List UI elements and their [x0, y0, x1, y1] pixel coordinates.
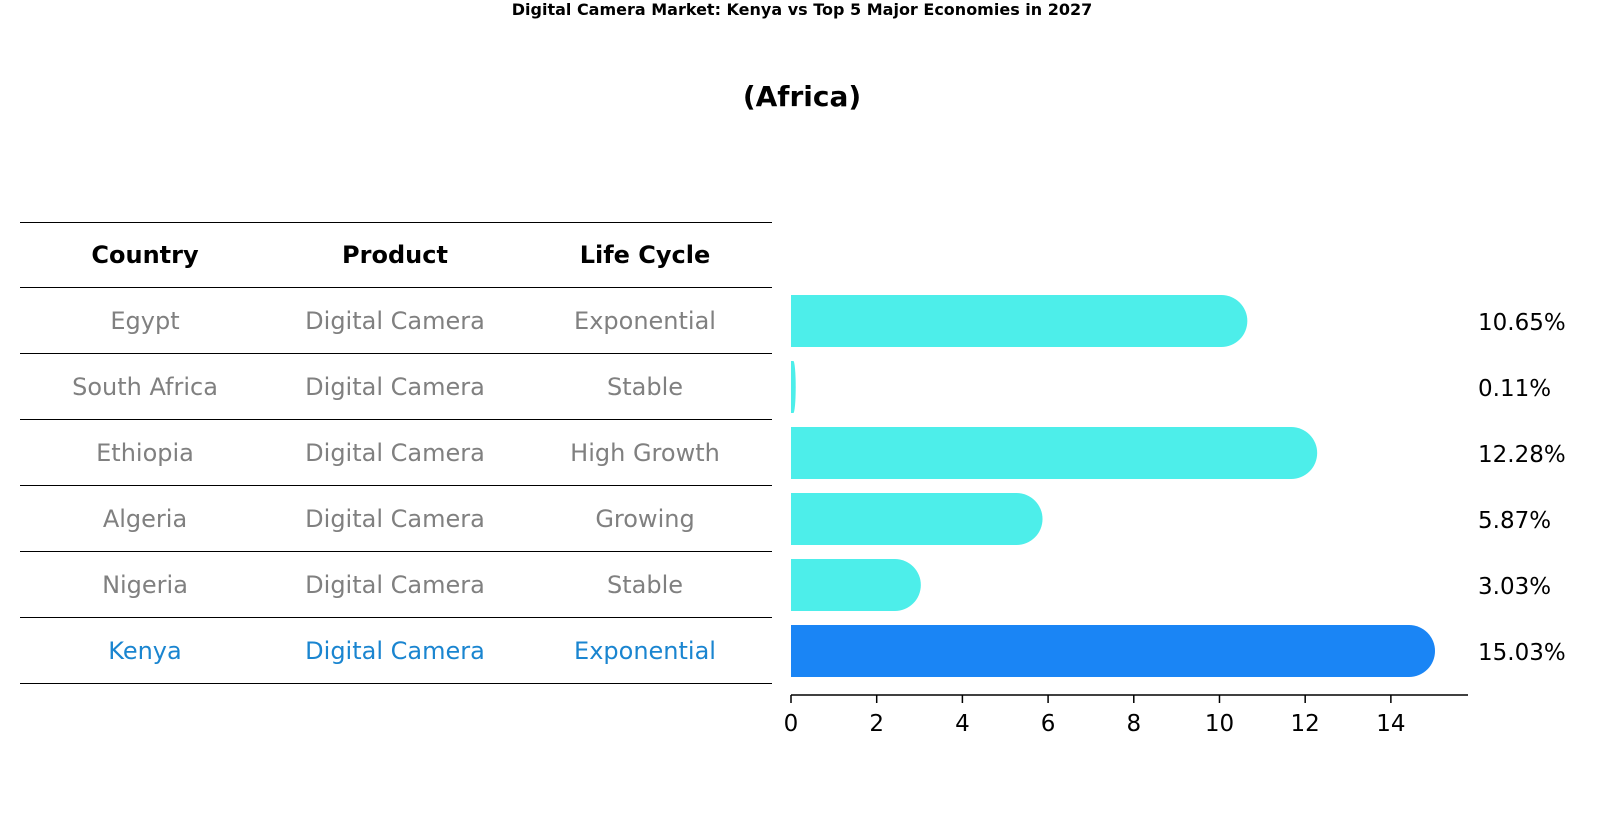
- x-tick-label: 0: [784, 711, 799, 737]
- chart-title: Digital Camera Market: Kenya vs Top 5 Ma…: [511, 0, 1093, 19]
- life-cycle-cell: Exponential: [574, 636, 716, 665]
- life-cycle-cell: Stable: [606, 372, 684, 401]
- value-label: 15.03%: [1478, 640, 1566, 666]
- table-header-row: Country Product Life Cycle: [20, 222, 772, 288]
- table-row: Algeria Digital Camera Growing: [20, 486, 772, 552]
- table-row: Nigeria Digital Camera Stable: [20, 552, 772, 618]
- life-cycle-cell: Exponential: [574, 306, 716, 335]
- bar-nigeria: [791, 559, 921, 611]
- product-cell: Digital Camera: [305, 504, 485, 533]
- product-cell: Digital Camera: [305, 372, 485, 401]
- value-label: 3.03%: [1478, 574, 1551, 600]
- value-label: 10.65%: [1478, 310, 1566, 336]
- header-country: Country: [91, 241, 199, 269]
- bar-ethiopia: [791, 427, 1318, 479]
- life-cycle-cell: Stable: [606, 570, 684, 599]
- bar-egypt: [791, 295, 1248, 347]
- value-label: 12.28%: [1478, 442, 1566, 468]
- bar-south-africa: [791, 361, 796, 413]
- header-product: Product: [342, 241, 448, 269]
- x-tick-label: 2: [869, 711, 884, 737]
- product-cell: Digital Camera: [305, 306, 485, 335]
- product-cell: Digital Camera: [305, 438, 485, 467]
- country-cell: Egypt: [110, 306, 180, 335]
- table-row: South Africa Digital Camera Stable: [20, 354, 772, 420]
- x-tick-label: 8: [1126, 711, 1141, 737]
- life-cycle-cell: High Growth: [570, 438, 720, 467]
- value-label: 5.87%: [1478, 508, 1551, 534]
- data-table: Country Product Life Cycle Egypt Digital…: [20, 222, 772, 684]
- product-cell: Digital Camera: [305, 570, 485, 599]
- product-cell: Digital Camera: [305, 636, 485, 665]
- x-tick-label: 4: [955, 711, 970, 737]
- country-cell: Ethiopia: [96, 438, 194, 467]
- x-tick-label: 12: [1291, 711, 1320, 737]
- country-cell: South Africa: [72, 372, 218, 401]
- country-cell: Nigeria: [102, 570, 188, 599]
- x-tick-label: 14: [1376, 711, 1405, 737]
- x-tick-label: 6: [1041, 711, 1056, 737]
- table-row: Egypt Digital Camera Exponential: [20, 288, 772, 354]
- country-cell: Kenya: [108, 636, 182, 665]
- bar-algeria: [791, 493, 1043, 545]
- chart-subtitle: (Africa): [742, 80, 862, 113]
- table-row-highlighted: Kenya Digital Camera Exponential: [20, 618, 772, 684]
- life-cycle-cell: Growing: [595, 504, 695, 533]
- country-cell: Algeria: [102, 504, 188, 533]
- table-row: Ethiopia Digital Camera High Growth: [20, 420, 772, 486]
- header-life-cycle: Life Cycle: [579, 241, 711, 269]
- bar-kenya: [791, 625, 1436, 677]
- x-tick-label: 10: [1205, 711, 1234, 737]
- value-label: 0.11%: [1478, 376, 1551, 402]
